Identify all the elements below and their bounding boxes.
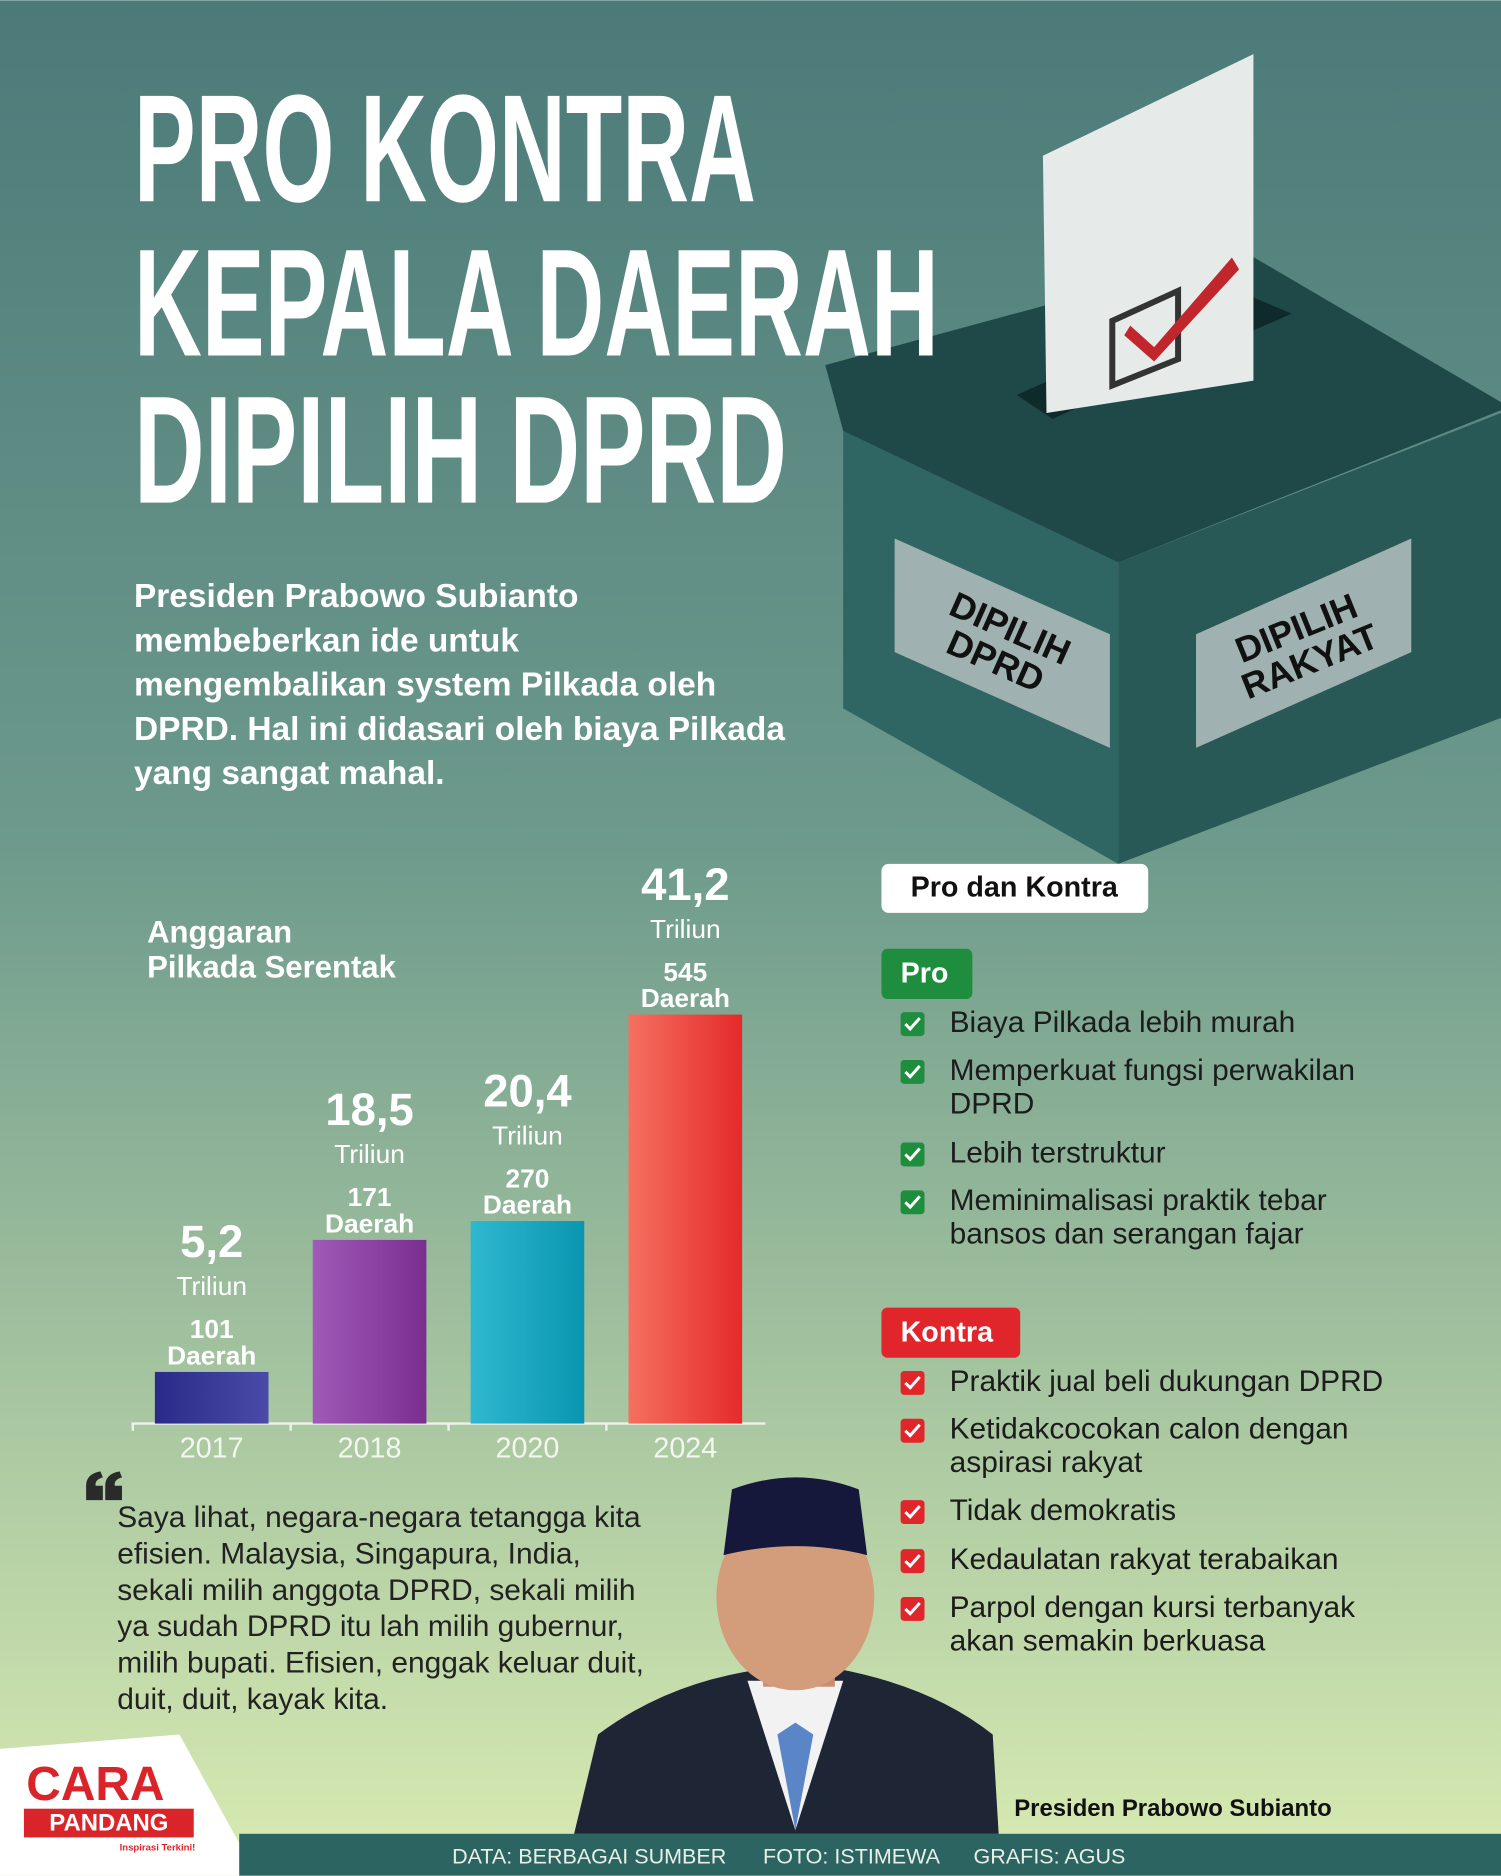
region-unit: Daerah: [325, 1209, 414, 1239]
kontra-label-box: [881, 1307, 1021, 1358]
credit: DATA: BERBAGAI SUMBER: [452, 1844, 726, 1868]
region-count: 101: [190, 1314, 234, 1344]
value-label: 5,2: [180, 1216, 243, 1267]
check-mark: [904, 1423, 921, 1438]
kontra-item: Ketidakcocokan calon dengan: [950, 1413, 1349, 1446]
bar: [312, 1239, 427, 1424]
value-label: 18,5: [325, 1084, 413, 1135]
section-heading-box: [881, 863, 1149, 913]
intro-line: yang sangat mahal.: [134, 755, 445, 792]
bar: [628, 1014, 743, 1424]
value-label: 20,4: [483, 1065, 572, 1116]
region-count: 545: [663, 957, 707, 987]
photo-caption: Presiden Prabowo Subianto: [1014, 1795, 1331, 1822]
pro-item: Biaya Pilkada lebih murah: [950, 1006, 1296, 1039]
pro-label-box: [881, 948, 973, 999]
check-mark: [904, 1017, 921, 1032]
value-label: 41,2: [641, 859, 729, 910]
value-unit: Triliun: [176, 1271, 247, 1301]
check-mark: [904, 1505, 921, 1520]
kontra-item: Parpol dengan kursi terbanyak: [950, 1591, 1355, 1624]
kontra-item: Kedaulatan rakyat terabaikan: [950, 1543, 1339, 1576]
value-unit: Triliun: [492, 1120, 563, 1150]
quote-line: duit, duit, kayak kita.: [117, 1683, 388, 1716]
chart-title: Pilkada Serentak: [147, 949, 396, 984]
credit: GRAFIS: AGUS: [974, 1844, 1126, 1868]
kontra-item: aspirasi rakyat: [950, 1446, 1143, 1479]
bar: [470, 1221, 585, 1424]
kontra-item: Praktik jual beli dukungan DPRD: [950, 1365, 1384, 1398]
x-tick-label: 2017: [180, 1432, 244, 1464]
check-mark: [904, 1375, 921, 1390]
region-count: 270: [505, 1163, 549, 1193]
value-unit: Triliun: [650, 914, 721, 944]
x-tick-label: 2018: [338, 1432, 402, 1464]
region-unit: Daerah: [483, 1190, 572, 1220]
region-unit: Daerah: [641, 983, 730, 1013]
pro-item: DPRD: [950, 1087, 1035, 1120]
check-mark: [904, 1601, 921, 1616]
credit: FOTO: ISTIMEWA: [763, 1844, 941, 1868]
intro-line: mengembalikan system Pilkada oleh: [134, 667, 716, 704]
logo-top: CARA: [26, 1758, 164, 1811]
footer-bar: [239, 1833, 1501, 1876]
quote-line: ya sudah DPRD itu lah milih gubernur,: [117, 1610, 624, 1643]
intro-line: DPRD. Hal ini didasari oleh biaya Pilkad…: [134, 711, 785, 748]
x-tick-label: 2020: [496, 1432, 560, 1464]
title-line: DIPILIH DPRD: [134, 365, 787, 536]
title-line: KEPALA DAERAH: [134, 218, 939, 389]
pro-label: Pro: [901, 958, 949, 990]
kontra-label: Kontra: [901, 1316, 994, 1348]
pro-item: bansos dan serangan fajar: [950, 1218, 1304, 1251]
x-tick-label: 2024: [653, 1432, 717, 1464]
intro-line: Presiden Prabowo Subianto: [134, 578, 578, 615]
pro-item: Meminimalisasi praktik tebar: [950, 1184, 1327, 1217]
title-line: PRO KONTRA: [134, 63, 756, 234]
logo: [0, 1734, 258, 1876]
pro-item: Memperkuat fungsi perwakilan: [950, 1054, 1355, 1087]
quote-line: Saya lihat, negara-negara tetangga kita: [117, 1501, 641, 1534]
section-heading: Pro dan Kontra: [911, 872, 1119, 904]
kontra-item: Tidak demokratis: [950, 1494, 1176, 1527]
check-mark: [904, 1064, 921, 1079]
chart-title: Anggaran: [147, 915, 292, 950]
pro-item: Lebih terstruktur: [950, 1136, 1166, 1169]
intro-line: membeberkan ide untuk: [134, 622, 519, 659]
check-mark: [904, 1195, 921, 1210]
region-count: 171: [348, 1182, 392, 1212]
quote-line: sekali milih anggota DPRD, sekali milih: [117, 1574, 635, 1607]
bar: [154, 1371, 269, 1424]
region-unit: Daerah: [167, 1341, 256, 1371]
photo: [574, 1477, 999, 1834]
logo-bottom: PANDANG: [49, 1810, 168, 1837]
quote-line: efisien. Malaysia, Singapura, India,: [117, 1538, 581, 1571]
logo-tagline: Inspirasi Terkini!: [120, 1843, 196, 1854]
kontra-item: akan semakin berkuasa: [950, 1624, 1266, 1657]
value-unit: Triliun: [334, 1139, 405, 1169]
check-mark: [904, 1554, 921, 1569]
quote-mark: [86, 1471, 122, 1501]
ballot-box: [825, 54, 1501, 864]
check-mark: [904, 1147, 921, 1162]
quote-line: milih bupati. Efisien, enggak keluar dui…: [117, 1647, 644, 1680]
